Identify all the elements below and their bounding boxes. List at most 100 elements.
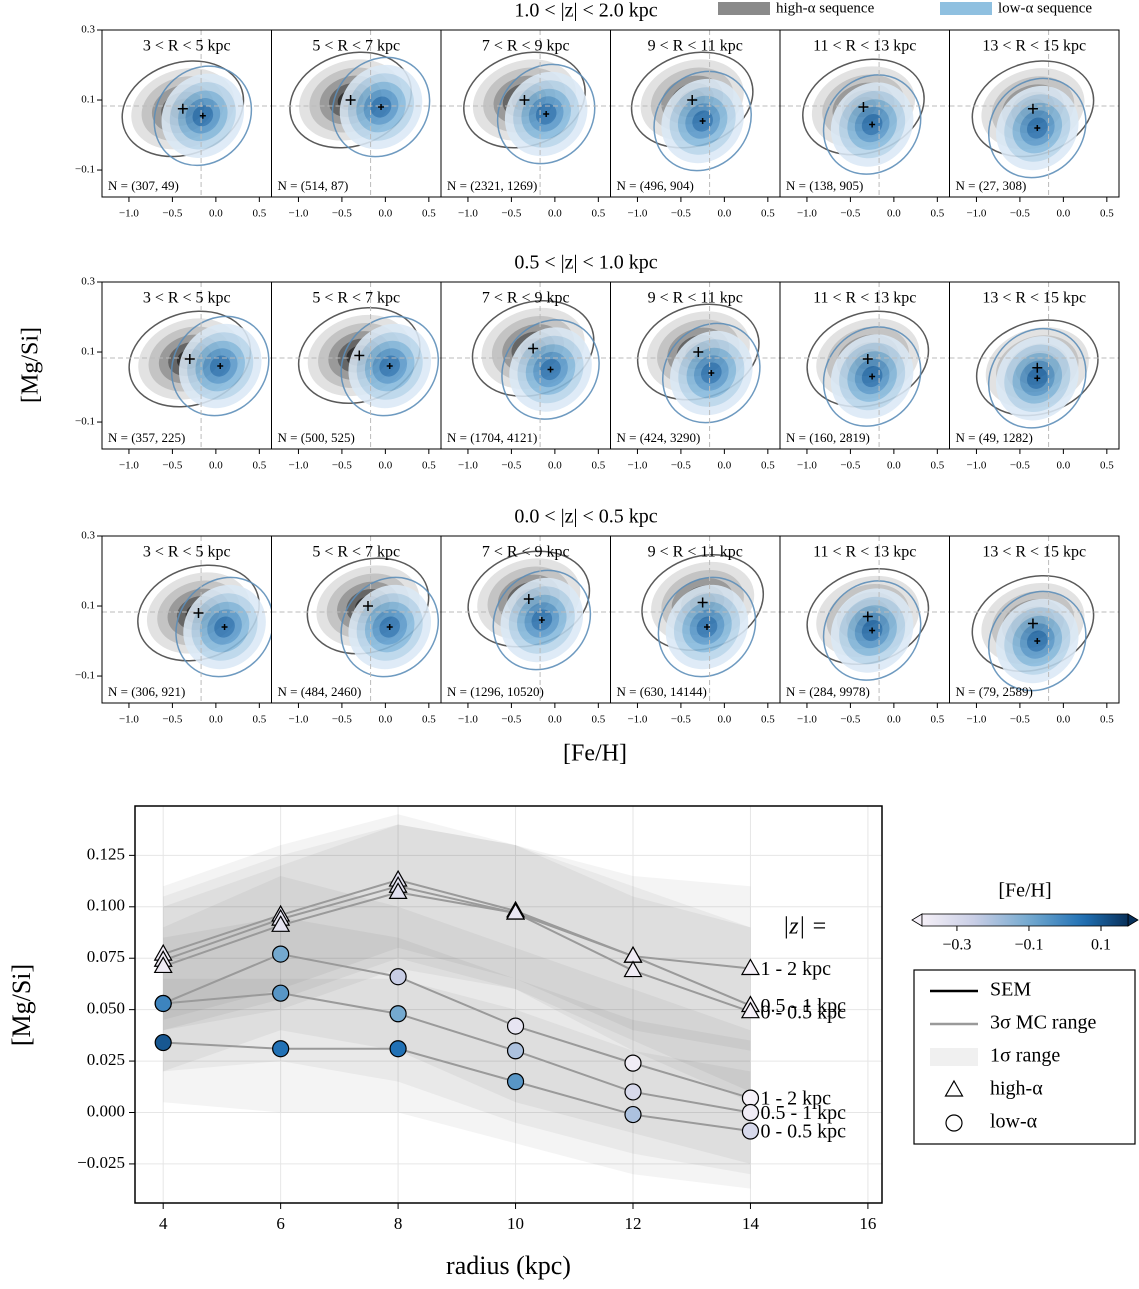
series-line [163, 1041, 751, 1132]
series-end-label: 1 - 2 kpc [760, 958, 831, 980]
x-tick-label: 16 [859, 1214, 876, 1233]
circle-marker [389, 1005, 407, 1023]
x-tick-label: 0.5 [422, 714, 436, 726]
density-outline [340, 576, 440, 678]
panel-label: 5 < R < 7 kpc [312, 38, 400, 55]
x-tick-label: 0.5 [252, 208, 266, 220]
x-tick-label: 0.5 [930, 208, 944, 220]
density-outline [822, 580, 922, 681]
low-mean [869, 627, 876, 634]
x-tick-label: 0.5 [1100, 460, 1114, 472]
x-tick-label: −1.0 [627, 460, 647, 472]
high-mean [697, 597, 708, 608]
x-tick-label: 10 [507, 1214, 524, 1233]
x-tick-label: 0.0 [717, 460, 731, 472]
density-outline [501, 319, 600, 420]
density-outline [653, 70, 752, 172]
x-tick-label: 0.5 [252, 460, 266, 472]
legend-swatch [718, 2, 770, 15]
x-tick-label: −0.5 [332, 714, 352, 726]
density-outline [340, 315, 440, 417]
x-tick-label: −0.5 [162, 208, 182, 220]
y-tick-label: 0.1 [81, 600, 95, 612]
panel-frame [949, 281, 1120, 450]
x-tick-label: −0.5 [501, 208, 521, 220]
x-tick-label: 0.5 [761, 714, 775, 726]
panel-plot [780, 536, 950, 703]
density-outline [170, 315, 270, 417]
y-tick-label: 0.100 [87, 896, 125, 915]
x-tick-label: −1.0 [627, 714, 647, 726]
panel-plot [102, 536, 272, 703]
panel-count: N = (484, 2460) [278, 684, 362, 699]
x-tick-label: 0.5 [930, 460, 944, 472]
x-tick-label: −1.0 [458, 208, 478, 220]
panel-plot [271, 30, 441, 197]
x-tick-label: 0.0 [548, 460, 562, 472]
annotation: |z| = [783, 914, 828, 940]
panel-plot [610, 282, 780, 449]
panel-count: N = (49, 1282) [956, 430, 1033, 445]
panel-plot [949, 282, 1119, 449]
high-mean [345, 95, 356, 106]
panel-plot [949, 536, 1119, 703]
x-tick-label: 0.5 [761, 208, 775, 220]
x-tick-label: −0.5 [332, 460, 352, 472]
x-tick-label: 0.0 [378, 208, 392, 220]
x-tick-label: 0.5 [591, 208, 605, 220]
y-tick-label: −0.1 [75, 416, 95, 428]
high-mean [1032, 362, 1043, 373]
panel-plot [780, 30, 950, 197]
high-mean [519, 95, 530, 106]
panel-plot [441, 30, 611, 197]
colorbar-extend [1127, 913, 1139, 927]
panel-label: 9 < R < 11 kpc [648, 290, 743, 307]
x-tick-label: −0.5 [501, 714, 521, 726]
x-tick-label: −1.0 [458, 714, 478, 726]
triangle-marker [271, 915, 291, 932]
high-mean [862, 354, 873, 365]
x-tick-label: −1.0 [627, 208, 647, 220]
triangle-marker [153, 956, 173, 974]
panel-count: N = (1704, 4121) [447, 430, 537, 445]
series-end-label: 0.5 - 1 kpc [760, 1102, 846, 1124]
density-outline [987, 590, 1087, 692]
x-tick-label: 0.0 [1056, 208, 1070, 220]
circle-marker [741, 1103, 760, 1122]
density-outline [662, 322, 761, 424]
x-tick-label: −0.5 [162, 460, 182, 472]
legend-patch [930, 1048, 978, 1066]
x-axis-label: [Fe/H] [563, 741, 627, 767]
panel-label: 9 < R < 11 kpc [648, 544, 743, 561]
x-tick-label: −1.0 [966, 208, 986, 220]
x-tick-label: 0.0 [378, 714, 392, 726]
series-line [162, 891, 751, 1013]
y-tick-label: 0.1 [81, 346, 95, 358]
series-end-label: 0 - 0.5 kpc [760, 1001, 846, 1023]
panel-label: 7 < R < 9 kpc [482, 290, 570, 307]
density-outline [331, 56, 431, 158]
panel-label: 7 < R < 9 kpc [482, 38, 570, 55]
series-end-label: 1 - 2 kpc [760, 1088, 831, 1110]
x-tick-label: 0.5 [761, 460, 775, 472]
x-tick-label: −0.5 [840, 208, 860, 220]
circle-marker [741, 1122, 760, 1140]
x-tick-label: 0.5 [1100, 208, 1114, 220]
low-mean [538, 617, 545, 624]
high-mean [858, 102, 869, 113]
panel-count: N = (1296, 10520) [447, 684, 544, 699]
sigma-band [163, 824, 751, 1103]
low-mean [386, 624, 393, 631]
y-tick-label: 0.3 [81, 24, 95, 36]
triangle-marker [388, 882, 408, 899]
circle-marker [389, 1040, 407, 1058]
high-mean [193, 608, 204, 619]
low-mean [217, 363, 224, 370]
low-mean [869, 121, 876, 128]
density-outline [822, 326, 922, 427]
x-tick-label: −1.0 [458, 460, 478, 472]
x-tick-label: 0.5 [591, 460, 605, 472]
legend-label: low-α [990, 1111, 1038, 1133]
panel-label: 5 < R < 7 kpc [312, 290, 400, 307]
panel-count: N = (496, 904) [617, 178, 694, 193]
